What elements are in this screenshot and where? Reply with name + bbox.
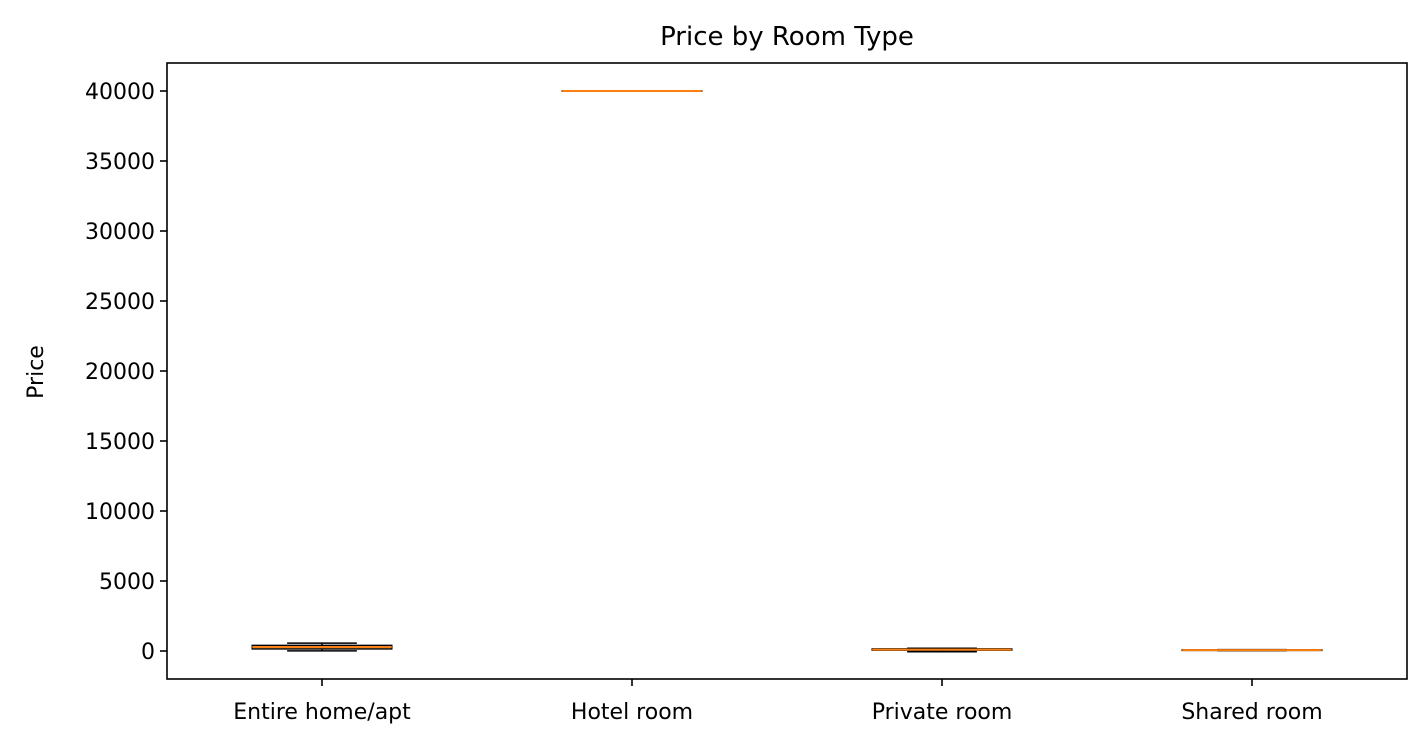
x-tick-label: Shared room: [1181, 700, 1322, 725]
x-tick-label: Hotel room: [571, 700, 693, 725]
y-tick-label: 15000: [85, 430, 155, 455]
boxes-layer: [251, 90, 1323, 653]
box-entire-home-apt: [251, 642, 393, 652]
x-tick-label: Entire home/apt: [233, 700, 411, 725]
y-tick-label: 5000: [99, 570, 155, 595]
y-tick-label: 0: [141, 640, 155, 665]
box-private-room: [871, 647, 1013, 653]
plot-frame: [166, 62, 1408, 680]
y-tick-label: 25000: [85, 290, 155, 315]
y-tick-label: 20000: [85, 360, 155, 385]
box-shared-room: [1181, 648, 1323, 652]
y-tick-label: 35000: [85, 150, 155, 175]
x-ticks: Entire home/apt Hotel room Private room Sha…: [233, 679, 1323, 725]
y-tick-label: 30000: [85, 220, 155, 245]
y-axis-label: Price: [24, 345, 49, 399]
y-tick-label: 40000: [85, 80, 155, 105]
y-ticks: 0 5000 10000 15000 20000 25000 30000 35000 40000: [85, 80, 167, 665]
x-tick-label: Private room: [872, 700, 1013, 725]
chart-title: Price by Room Type: [660, 22, 914, 52]
y-tick-label: 10000: [85, 500, 155, 525]
